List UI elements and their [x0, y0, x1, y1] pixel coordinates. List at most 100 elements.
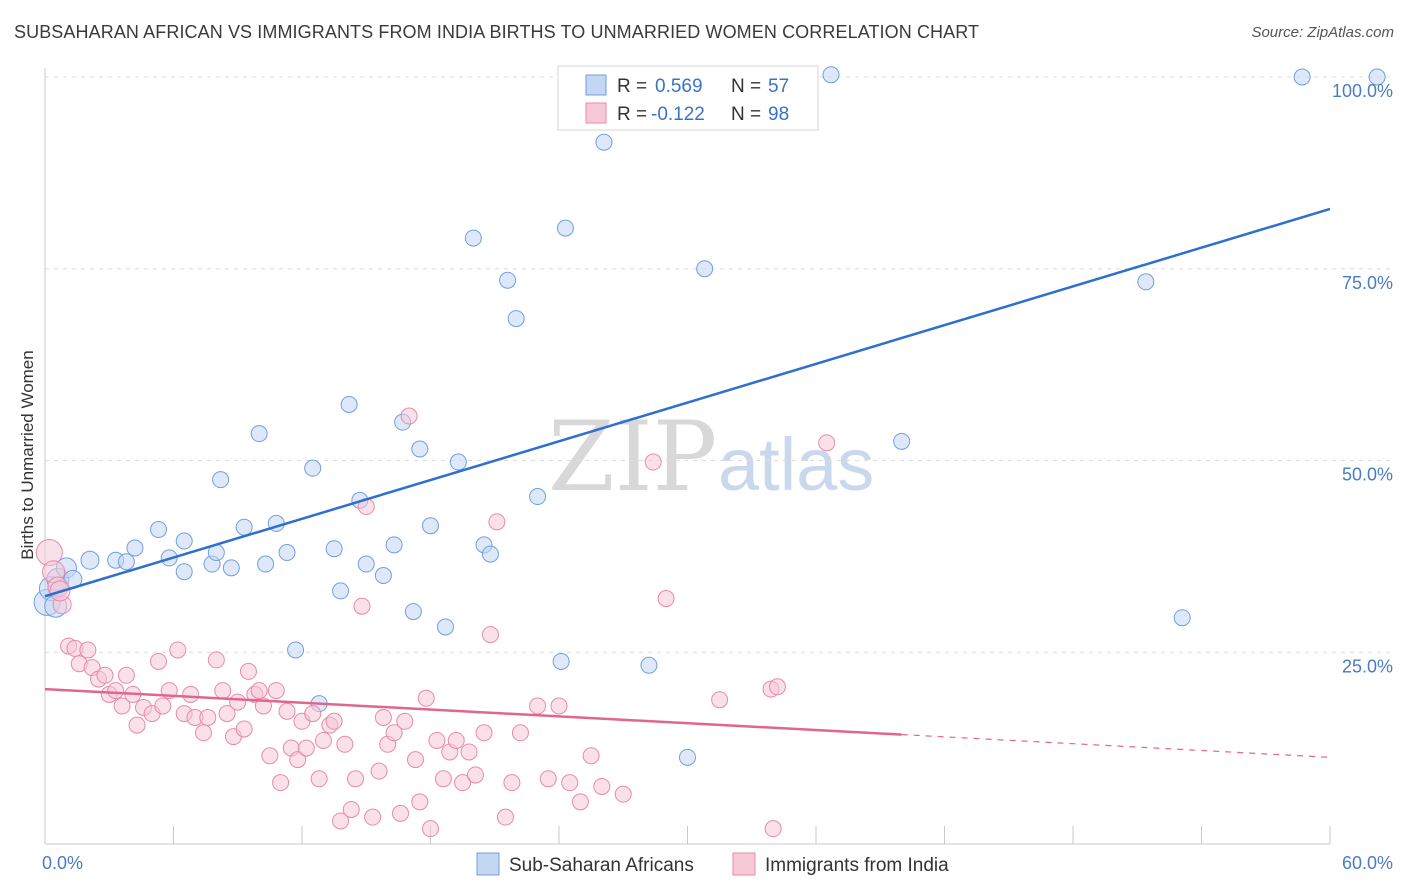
point-sub-saharan [287, 641, 305, 659]
point-india [289, 751, 307, 769]
legend-r-value-blue: 0.569 [655, 76, 703, 97]
axes [44, 68, 1331, 845]
bottom-legend-swatch-blue [476, 852, 500, 876]
point-india [481, 626, 499, 644]
point-sub-saharan [278, 544, 296, 562]
legend-n-value-pink: 98 [768, 104, 789, 125]
point-india [310, 770, 328, 788]
point-india [582, 747, 600, 765]
point-india [411, 793, 429, 811]
point-india [107, 682, 125, 700]
point-india [454, 774, 472, 792]
point-sub-saharan [556, 219, 574, 237]
watermark-atlas: atlas [718, 423, 874, 506]
trend-line-india-extension [901, 733, 1331, 758]
point-india [370, 762, 388, 780]
point-india [417, 689, 435, 707]
point-india [336, 735, 354, 753]
trend-lines [44, 207, 1331, 758]
point-sub-saharan [80, 550, 100, 570]
point-india [466, 766, 484, 784]
point-india [150, 652, 168, 670]
point-sub-saharan [257, 555, 275, 573]
point-india [207, 651, 225, 669]
point-sub-saharan [1173, 609, 1191, 627]
point-india [79, 641, 97, 659]
point-india [400, 407, 418, 425]
source-label: Source: ZipAtlas.com [1251, 24, 1394, 41]
point-sub-saharan [304, 459, 322, 477]
chart-title: SUBSAHARAN AFRICAN VS IMMIGRANTS FROM IN… [14, 22, 980, 42]
legend-r-label: R = [617, 76, 647, 97]
point-india [428, 731, 446, 749]
point-sub-saharan [696, 260, 714, 278]
point-sub-saharan [595, 133, 613, 151]
point-sub-saharan [126, 539, 144, 557]
point-sub-saharan [357, 555, 375, 573]
point-india [550, 697, 568, 715]
point-india [297, 739, 315, 757]
point-sub-saharan [235, 518, 253, 536]
point-sub-saharan [250, 425, 268, 443]
point-sub-saharan [1293, 68, 1311, 86]
point-india [272, 774, 290, 792]
point-sub-saharan [385, 536, 403, 554]
point-sub-saharan [893, 432, 911, 450]
point-sub-saharan [436, 618, 454, 636]
point-india [235, 720, 253, 738]
point-sub-saharan [449, 453, 467, 471]
point-india [529, 697, 547, 715]
legend: R = 0.569 N = 57 R = -0.122 N = 98 [557, 65, 819, 131]
point-india [374, 708, 392, 726]
point-india [278, 702, 296, 720]
point-sub-saharan [150, 521, 168, 539]
point-india [261, 747, 279, 765]
legend-n-value-blue: 57 [768, 76, 789, 97]
legend-swatch-pink [585, 102, 607, 124]
point-india [385, 724, 403, 742]
point-india [218, 705, 236, 723]
x-tick-label-max: 60.0% [1342, 853, 1393, 873]
point-india [267, 682, 285, 700]
point-sub-saharan [404, 603, 422, 621]
point-india [644, 453, 662, 471]
y-tick-label: 100.0% [1332, 81, 1393, 101]
point-india [128, 716, 146, 734]
point-india [229, 693, 247, 711]
tick-labels: 25.0% 50.0% 75.0% 100.0% 0.0% 60.0% [42, 81, 1393, 873]
point-india [496, 808, 514, 826]
point-india [764, 820, 782, 838]
y-axis-label: Births to Unmarried Women [18, 350, 37, 559]
point-india [396, 712, 414, 730]
grid [45, 76, 1392, 653]
x-tick-label-min: 0.0% [42, 853, 83, 873]
trend-line-sub-saharan [44, 207, 1331, 598]
legend-r-label: R = [617, 104, 647, 125]
point-sub-saharan [332, 582, 350, 600]
legend-swatch-blue [585, 74, 607, 96]
bottom-legend-swatch-pink [732, 852, 756, 876]
point-india [304, 705, 322, 723]
point-india [503, 774, 521, 792]
watermark-zip: ZIP [548, 401, 717, 513]
point-sub-saharan [1368, 68, 1386, 86]
point-india [475, 724, 493, 742]
point-india [117, 666, 135, 684]
point-sub-saharan [822, 66, 840, 84]
point-india [364, 808, 382, 826]
point-india [657, 590, 675, 608]
point-india [194, 724, 212, 742]
point-india [250, 682, 268, 700]
point-sub-saharan [507, 310, 525, 328]
point-india [447, 731, 465, 749]
y-tick-label: 50.0% [1342, 465, 1393, 485]
point-india [96, 666, 114, 684]
watermark: ZIP atlas [548, 401, 874, 513]
point-india [239, 662, 257, 680]
point-sub-saharan [325, 540, 343, 558]
point-india [407, 751, 425, 769]
point-sub-saharan [552, 652, 570, 670]
point-india [169, 641, 187, 659]
point-india [571, 793, 589, 811]
